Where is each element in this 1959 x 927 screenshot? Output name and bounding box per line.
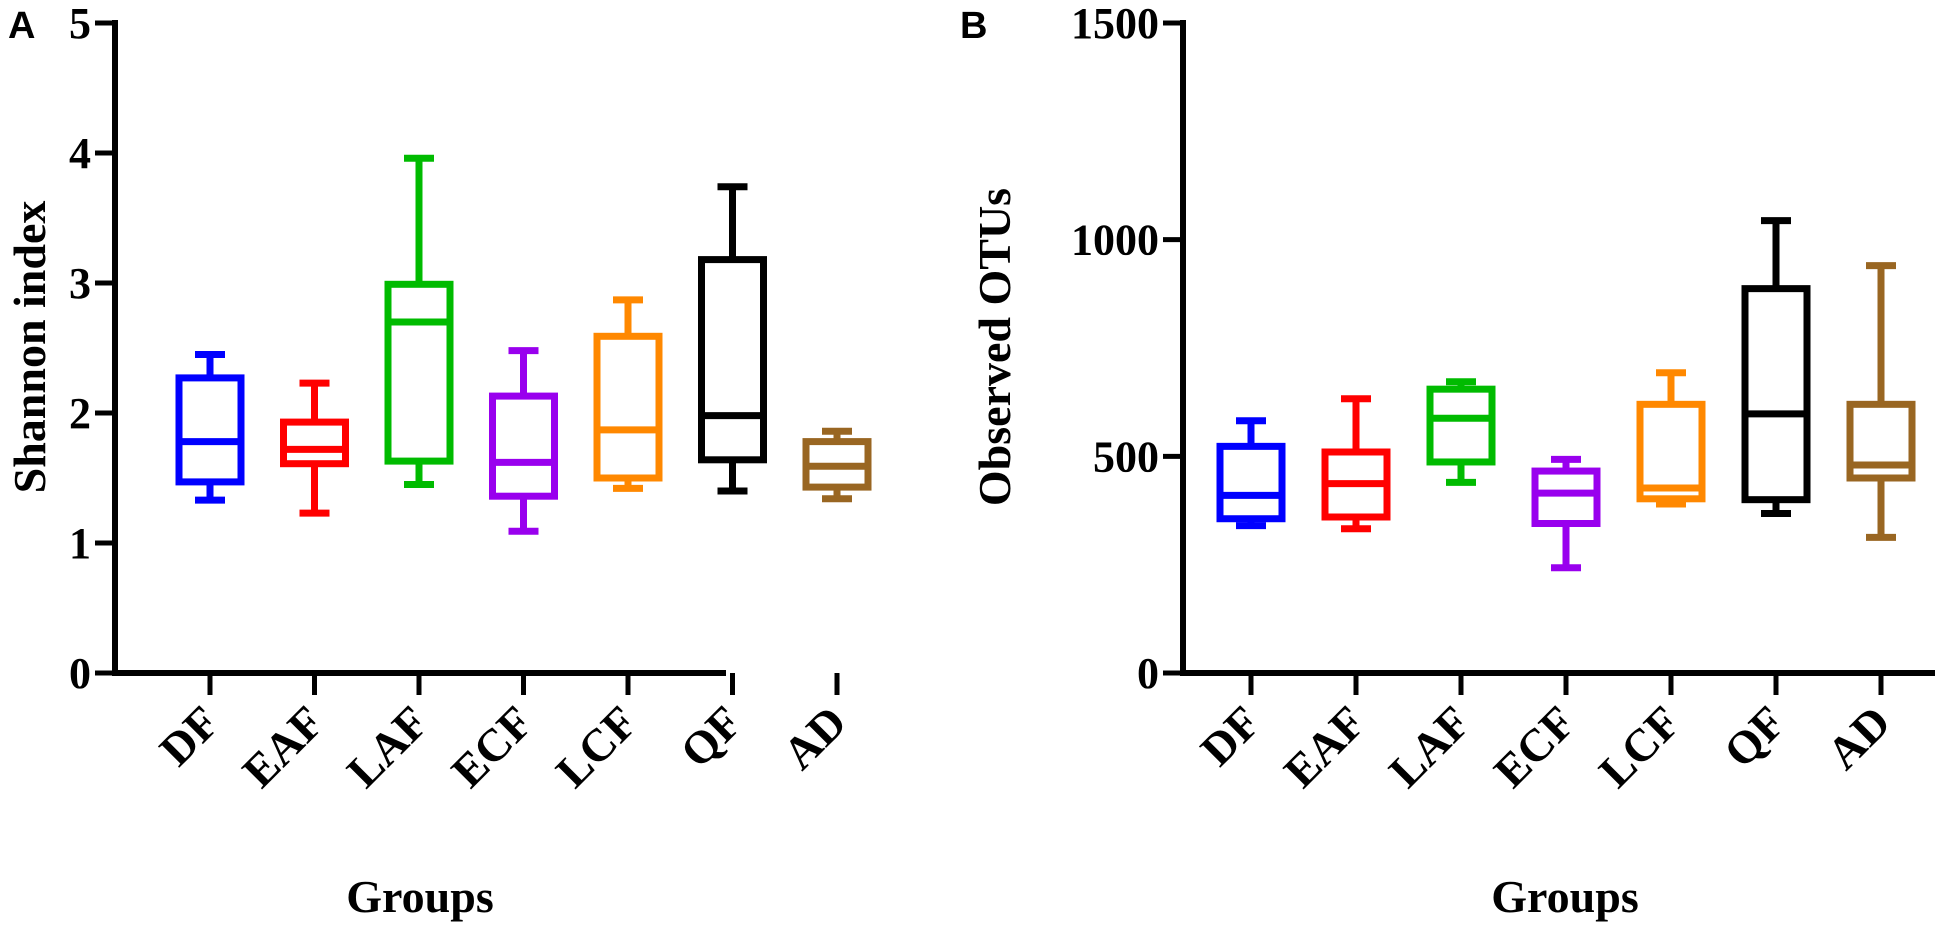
y-tick-label: 1500 [1071, 0, 1159, 48]
panel-a-label: A [8, 5, 35, 47]
box-eaf [280, 379, 349, 517]
iqr-box [489, 392, 558, 500]
x-tick-label-ecf: ECF [441, 696, 542, 797]
box-lcf [593, 296, 663, 492]
panel-a-y-axis-ticks: 0 1 2 3 4 5 [69, 0, 115, 698]
iqr-box [1216, 442, 1286, 523]
x-tick-label-eaf: EAF [232, 696, 333, 797]
panel-b-boxes [1216, 217, 1916, 572]
y-tick-label: 3 [69, 259, 91, 308]
iqr-box [698, 256, 767, 464]
panel-a-x-axis-title: Groups [346, 871, 493, 922]
box-qf [1741, 217, 1811, 518]
panel-a-boxes [175, 154, 872, 535]
x-tick-label-df: DF [1191, 696, 1270, 775]
x-tick-label-df: DF [150, 696, 229, 775]
box-df [175, 351, 245, 504]
panel-b-x-axis-title: Groups [1491, 871, 1638, 922]
box-laf [384, 154, 454, 488]
iqr-box [1426, 385, 1496, 466]
x-tick-label-eaf: EAF [1274, 696, 1375, 797]
panel-b-y-axis-title: Observed OTUs [969, 188, 1020, 506]
panel-a-shannon-index: A 0 1 2 3 4 5 DF EAF LAF ECF LCF QF AD Shannon inde… [4, 0, 872, 922]
iqr-box [175, 374, 245, 486]
panel-b-y-axis-ticks: 0 500 1000 1500 [1071, 0, 1183, 698]
box-eaf [1321, 395, 1391, 533]
x-tick-label-laf: LAF [1379, 696, 1480, 797]
iqr-box [1741, 285, 1811, 504]
panel-b-x-axis-ticks: DF EAF LAF ECF LCF QF AD [1191, 673, 1900, 797]
y-tick-label: 0 [1137, 649, 1159, 698]
box-ad [802, 427, 872, 503]
iqr-box [280, 418, 349, 468]
x-tick-label-ad: AD [773, 696, 856, 779]
y-tick-label: 500 [1093, 432, 1159, 481]
x-tick-label-ad: AD [1817, 696, 1900, 779]
panel-b-observed-otus: B 0 500 1000 1500 DF EAF LAF ECF LCF QF AD Observ… [960, 0, 1935, 922]
iqr-box [1531, 467, 1601, 528]
iqr-box [593, 332, 663, 482]
panel-a-x-axis-ticks: DF EAF LAF ECF LCF QF AD [150, 673, 856, 797]
box-laf [1426, 378, 1496, 486]
x-tick-label-laf: LAF [337, 696, 438, 797]
box-ecf [489, 347, 558, 535]
x-tick-label-lcf: LCF [1589, 696, 1690, 797]
box-lcf [1636, 369, 1706, 508]
panel-a-y-axis-title: Shannon index [4, 201, 55, 494]
y-tick-label: 1 [69, 519, 91, 568]
box-qf [698, 183, 767, 495]
y-tick-label: 4 [69, 129, 91, 178]
iqr-box [384, 280, 454, 465]
y-tick-label: 0 [69, 649, 91, 698]
box-df [1216, 417, 1286, 530]
x-tick-label-qf: QF [670, 696, 751, 777]
y-tick-label: 1000 [1071, 216, 1159, 265]
iqr-box [1636, 400, 1706, 503]
x-tick-label-ecf: ECF [1484, 696, 1585, 797]
y-tick-label: 2 [69, 389, 91, 438]
panel-b-label: B [960, 5, 987, 47]
x-tick-label-qf: QF [1714, 696, 1795, 777]
box-ecf [1531, 455, 1601, 572]
box-ad [1846, 262, 1916, 541]
x-tick-label-lcf: LCF [546, 696, 647, 797]
y-tick-label: 5 [69, 0, 91, 48]
